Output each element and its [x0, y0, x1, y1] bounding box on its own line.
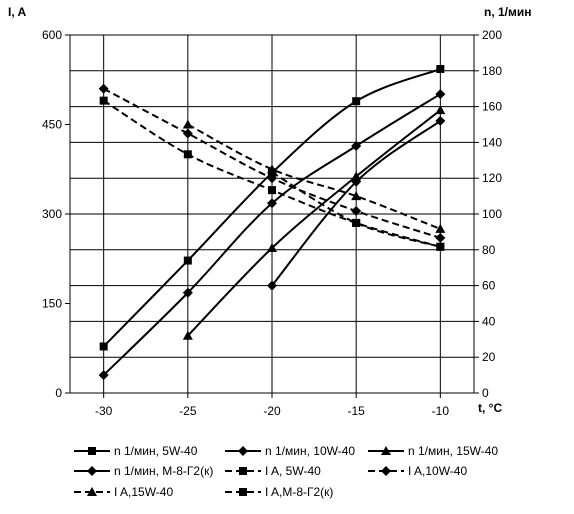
axes — [65, 34, 479, 398]
legend-item: n 1/мин, 10W-40 — [225, 444, 355, 458]
x-tick-label: -25 — [179, 404, 197, 418]
legend-swatch-marker — [381, 466, 391, 476]
data-point — [267, 198, 277, 209]
series-line — [187, 109, 441, 337]
legend-item: n 1/мин, М-8-Г2(к) — [74, 464, 213, 478]
data-point — [267, 280, 277, 291]
data-point — [435, 115, 446, 126]
legend-swatch-marker — [381, 446, 391, 455]
x-tick-label: -15 — [347, 404, 365, 418]
legend-swatch-marker — [87, 466, 97, 476]
data-point — [436, 242, 445, 251]
y-right-tick-label: 120 — [482, 171, 502, 185]
legend-swatch-marker — [88, 447, 96, 455]
y-left-tick-label: 150 — [42, 297, 62, 311]
series-layer — [98, 65, 446, 381]
data-point — [267, 243, 277, 253]
y-left-tick-label: 0 — [55, 386, 62, 400]
data-point — [182, 330, 193, 340]
legend-label: n 1/мин, М-8-Г2(к) — [114, 464, 213, 478]
data-point — [352, 97, 361, 106]
series-6 — [98, 83, 446, 243]
series-line — [271, 171, 441, 248]
data-point — [182, 119, 193, 129]
data-point — [98, 83, 109, 94]
data-point — [98, 370, 109, 381]
tick-labels: 0 150 300 450 600 0 20 40 60 80 100 120 140 160 180 200… — [42, 28, 502, 418]
x-tick-label: -20 — [263, 404, 281, 418]
x-axis-title: t, °C — [478, 401, 502, 415]
data-point — [182, 128, 193, 139]
legend-swatch-marker — [239, 488, 247, 496]
series-line — [187, 123, 441, 230]
legend-swatch-marker — [238, 446, 248, 456]
y-left-tick-label: 300 — [42, 207, 62, 221]
legend-label: I A,15W-40 — [114, 485, 173, 499]
data-point — [435, 223, 446, 233]
y-right-tick-label: 160 — [482, 100, 502, 114]
data-point — [99, 96, 108, 105]
data-point — [183, 256, 192, 265]
legend-swatch-marker — [87, 487, 97, 496]
legend-item: I A,М-8-Г2(к) — [225, 485, 333, 499]
y-right-tick-label: 140 — [482, 135, 502, 149]
legend-label: I A, 5W-40 — [265, 464, 321, 478]
y-left-tick-label: 450 — [42, 118, 62, 132]
data-point — [351, 140, 362, 151]
series-4 — [267, 115, 446, 291]
legend-item: I A,15W-40 — [74, 485, 173, 499]
legend-label: I A,10W-40 — [408, 464, 467, 478]
data-point — [351, 206, 362, 217]
legend-swatch-marker — [239, 467, 247, 475]
data-point — [268, 168, 276, 177]
y-right-tick-label: 80 — [482, 243, 496, 257]
series-2 — [98, 89, 446, 381]
y-right-tick-label: 20 — [482, 350, 496, 364]
y-right-tick-label: 40 — [482, 314, 496, 328]
legend-label: I A,М-8-Г2(к) — [265, 485, 333, 499]
legend: n 1/мин, 5W-40 n 1/мин, 10W-40 n 1/мин, 15… — [74, 444, 498, 499]
y-right-tick-label: 60 — [482, 279, 496, 293]
y-left-tick-label: 600 — [42, 28, 62, 42]
y-right-axis-title: n, 1/мин — [484, 5, 532, 19]
y-right-tick-label: 200 — [482, 28, 502, 42]
legend-item: I A,10W-40 — [368, 464, 467, 478]
data-point — [435, 89, 446, 100]
data-point — [351, 191, 362, 201]
y-right-tick-label: 0 — [482, 386, 489, 400]
legend-item: n 1/мин, 15W-40 — [368, 444, 498, 458]
legend-item: n 1/мин, 5W-40 — [74, 444, 198, 458]
series-8 — [268, 168, 445, 251]
data-point — [99, 342, 108, 351]
legend-label: n 1/мин, 15W-40 — [408, 444, 498, 458]
data-point — [435, 232, 446, 243]
y-right-tick-label: 180 — [482, 64, 502, 78]
x-tick-label: -10 — [432, 404, 450, 418]
grid — [70, 34, 474, 393]
legend-label: n 1/мин, 5W-40 — [114, 444, 198, 458]
data-point — [351, 176, 362, 187]
data-point — [436, 65, 445, 74]
data-point — [183, 150, 192, 159]
series-3 — [182, 105, 446, 340]
data-point — [352, 218, 361, 227]
y-left-axis-title: I, A — [8, 5, 27, 19]
data-point — [268, 186, 276, 195]
y-right-tick-label: 100 — [482, 207, 502, 221]
legend-label: n 1/мин, 10W-40 — [265, 444, 355, 458]
legend-item: I A, 5W-40 — [225, 464, 321, 478]
x-tick-label: -30 — [95, 404, 113, 418]
data-point — [182, 287, 193, 298]
data-point — [435, 105, 446, 115]
